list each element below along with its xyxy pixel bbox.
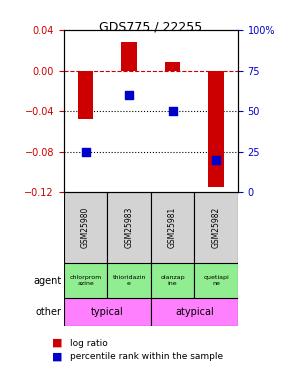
Bar — [165, 62, 180, 70]
FancyBboxPatch shape — [194, 263, 238, 298]
Text: atypical: atypical — [175, 308, 214, 317]
Bar — [209, 70, 224, 187]
Point — [127, 92, 131, 98]
Text: ■: ■ — [52, 351, 63, 361]
Text: GSM25982: GSM25982 — [211, 207, 221, 248]
Text: percentile rank within the sample: percentile rank within the sample — [70, 352, 223, 361]
FancyBboxPatch shape — [64, 192, 107, 263]
FancyBboxPatch shape — [151, 192, 194, 263]
FancyBboxPatch shape — [64, 263, 107, 298]
Text: quetiapi
ne: quetiapi ne — [203, 275, 229, 286]
FancyBboxPatch shape — [194, 192, 238, 263]
Text: ■: ■ — [52, 338, 63, 348]
Text: GDS775 / 22255: GDS775 / 22255 — [99, 21, 202, 34]
FancyBboxPatch shape — [64, 298, 151, 326]
FancyBboxPatch shape — [107, 263, 151, 298]
Text: chlorprom
azine: chlorprom azine — [69, 275, 102, 286]
Bar — [122, 42, 137, 70]
Text: olanzap
ine: olanzap ine — [160, 275, 185, 286]
Text: GSM25981: GSM25981 — [168, 207, 177, 248]
FancyBboxPatch shape — [151, 298, 238, 326]
FancyBboxPatch shape — [107, 192, 151, 263]
Text: GSM25983: GSM25983 — [124, 207, 134, 248]
Text: other: other — [36, 308, 61, 317]
FancyBboxPatch shape — [151, 263, 194, 298]
Text: GSM25980: GSM25980 — [81, 207, 90, 248]
Text: log ratio: log ratio — [70, 339, 107, 348]
Point — [214, 157, 218, 163]
Bar — [78, 70, 93, 119]
Text: typical: typical — [91, 308, 124, 317]
Text: thioridazin
e: thioridazin e — [112, 275, 146, 286]
Text: agent: agent — [33, 276, 61, 286]
Point — [170, 108, 175, 114]
Point — [83, 148, 88, 154]
